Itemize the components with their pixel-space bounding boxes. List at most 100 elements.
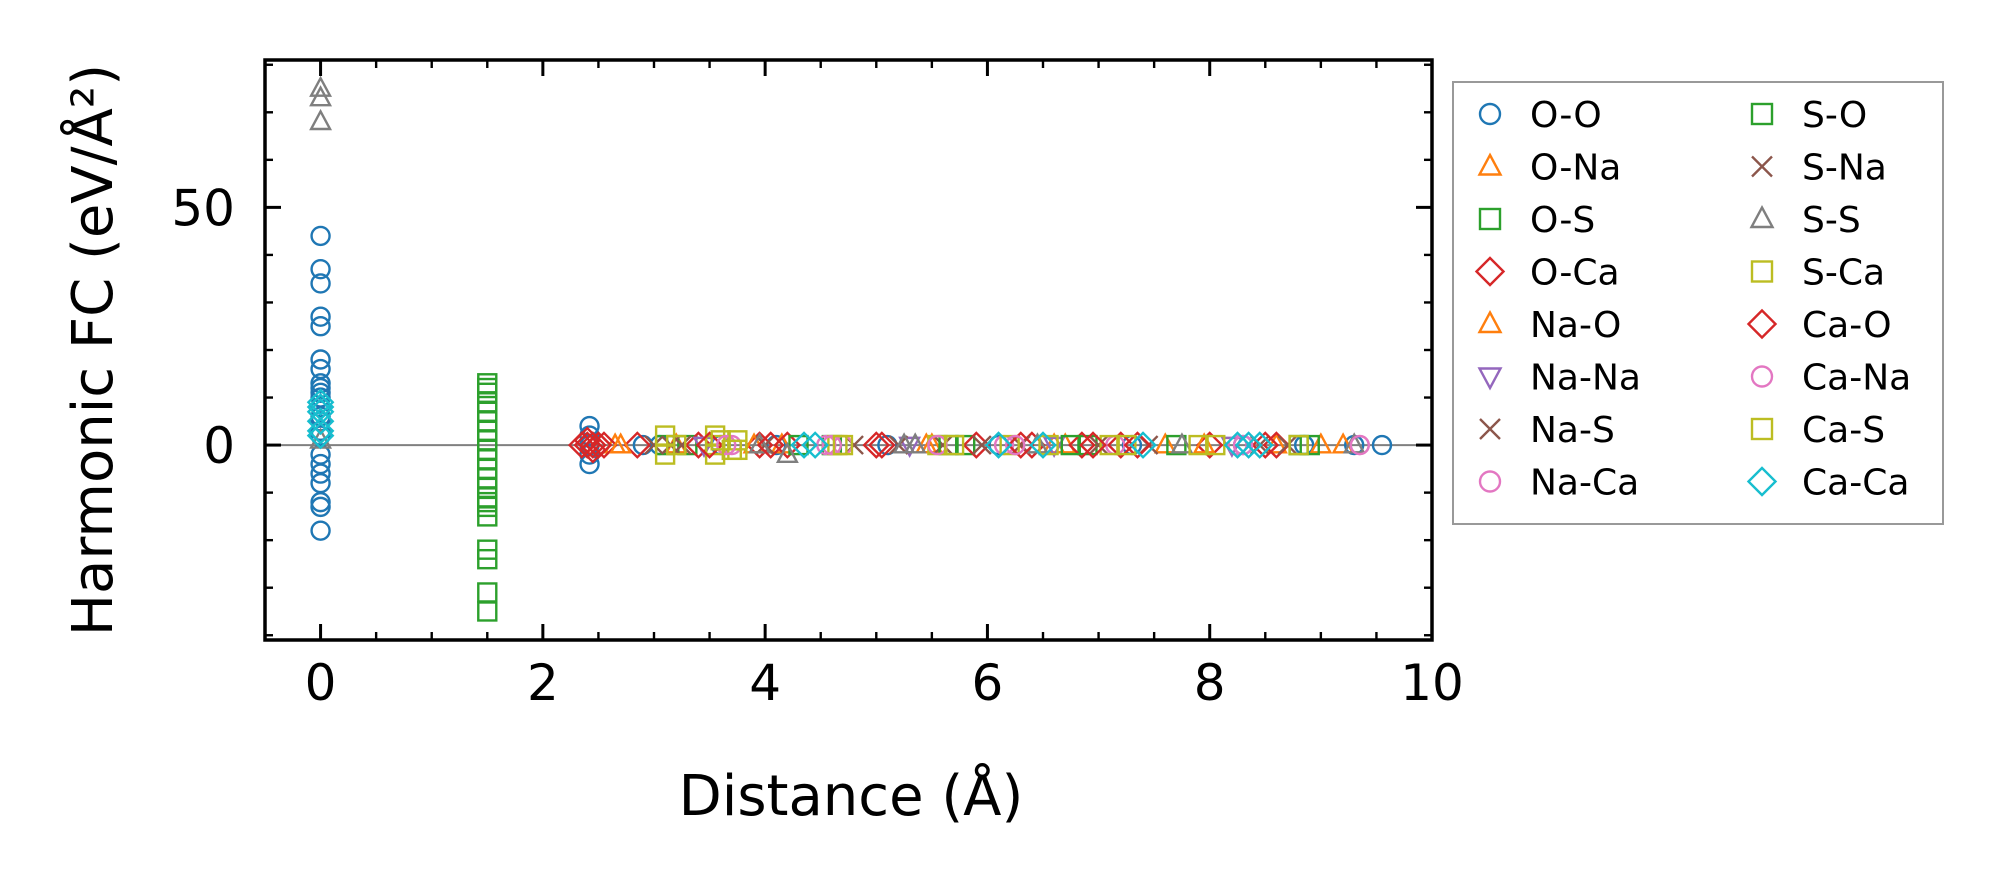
legend-label: S-Na — [1802, 148, 1887, 189]
series-s-o — [477, 377, 1320, 513]
data-point — [984, 431, 1013, 459]
data-point — [748, 432, 772, 454]
data-point — [903, 432, 927, 454]
data-point — [716, 434, 737, 456]
x-tick-label: 6 — [972, 654, 1004, 712]
legend-item: O-S — [1478, 200, 1595, 241]
legend-marker — [1477, 367, 1503, 391]
data-point — [1371, 434, 1393, 456]
legend: O-O O-Na O-S O-Ca Na-O Na-Na Na-S Na-Ca S-O S-Na S… — [1452, 81, 1944, 525]
legend-label: S-Ca — [1802, 253, 1885, 294]
data-point — [1038, 434, 1059, 456]
data-point — [955, 434, 976, 456]
data-point — [1116, 434, 1137, 456]
legend-label: O-Na — [1530, 148, 1621, 189]
data-point — [1006, 431, 1035, 459]
legend-marker — [1746, 466, 1778, 497]
series-o-s — [477, 373, 1309, 622]
legend-item: Ca-O — [1746, 305, 1892, 346]
legend-item: Na-Na — [1477, 358, 1641, 399]
y-tick-label: 0 — [203, 417, 235, 475]
data-point — [1245, 431, 1274, 459]
data-point — [579, 435, 607, 464]
data-point — [1129, 431, 1157, 459]
plot-frame — [263, 58, 1434, 642]
legend-marker — [1478, 102, 1502, 126]
legend-label: Ca-S — [1802, 410, 1885, 451]
legend-label: Ca-Ca — [1802, 463, 1909, 504]
data-point — [1223, 431, 1252, 459]
data-point — [1170, 432, 1194, 454]
data-point — [1088, 435, 1109, 455]
data-point — [306, 421, 335, 450]
series-ca-ca — [306, 388, 1274, 459]
data-point — [933, 435, 953, 455]
data-point — [788, 434, 809, 456]
data-point — [666, 434, 687, 456]
data-point — [1079, 431, 1107, 459]
legend-item: Ca-Na — [1750, 358, 1911, 399]
legend-marker — [1477, 309, 1503, 334]
y-axis-label: Harmonic FC (eV/Å²) — [60, 64, 126, 636]
data-point — [310, 225, 331, 247]
data-point — [1099, 434, 1120, 456]
data-point — [306, 407, 335, 436]
data-point — [1077, 434, 1098, 456]
data-point — [1299, 434, 1320, 456]
data-point — [801, 431, 830, 459]
axes — [263, 58, 1434, 642]
legend-marker — [1750, 102, 1774, 126]
data-point — [972, 435, 992, 455]
data-point — [766, 434, 787, 456]
legend-item: S-Ca — [1750, 253, 1885, 294]
data-point — [310, 496, 331, 518]
series-ca-na — [716, 434, 1370, 456]
legend-marker — [1750, 417, 1774, 441]
legend-item: O-Na — [1477, 148, 1621, 189]
data-point — [1123, 431, 1152, 459]
data-point — [477, 506, 498, 527]
data-points — [306, 75, 1393, 622]
data-point — [821, 434, 843, 456]
legend-item: O-O — [1478, 95, 1602, 136]
data-point — [1277, 435, 1298, 455]
legend-frame — [1452, 81, 1944, 525]
series-o-ca — [567, 431, 1291, 459]
data-point — [309, 85, 333, 107]
data-point — [310, 258, 331, 280]
data-point — [644, 435, 664, 455]
legend-marker — [1750, 260, 1774, 283]
data-point — [1349, 434, 1370, 456]
data-point — [721, 439, 742, 461]
legend-marker — [1751, 155, 1773, 178]
legend-marker — [1749, 204, 1775, 229]
legend-label: O-S — [1530, 200, 1595, 241]
legend-marker — [1479, 418, 1501, 440]
data-point — [310, 306, 331, 327]
data-point — [862, 431, 891, 459]
x-tick-label: 10 — [1400, 654, 1464, 712]
data-point — [892, 432, 916, 454]
x-tick-label: 8 — [1194, 654, 1226, 712]
legend-item: S-Na — [1751, 148, 1887, 189]
legend-marker — [1746, 308, 1778, 340]
data-point — [1234, 431, 1263, 459]
data-point — [310, 463, 331, 484]
x-tick-label: 2 — [527, 654, 559, 712]
data-point — [310, 349, 331, 370]
data-point — [1192, 432, 1216, 454]
data-point — [1068, 431, 1096, 459]
legend-marker — [1750, 365, 1774, 388]
data-point — [1331, 432, 1355, 454]
data-point — [623, 431, 652, 459]
y-tick-label: 50 — [171, 179, 235, 237]
data-point — [1153, 432, 1177, 454]
data-point — [1005, 434, 1026, 456]
data-point — [477, 601, 498, 622]
legend-label: Na-S — [1530, 410, 1615, 451]
data-point — [310, 273, 331, 294]
data-point — [898, 436, 922, 458]
data-point — [1309, 432, 1333, 454]
data-point — [306, 388, 335, 417]
